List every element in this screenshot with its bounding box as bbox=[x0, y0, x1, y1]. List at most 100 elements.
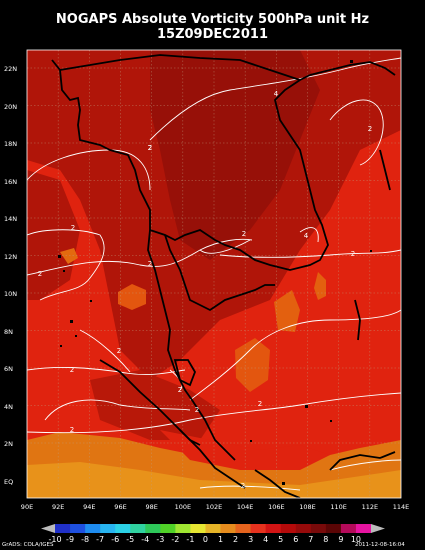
colorbar-segment bbox=[310, 524, 327, 533]
colorbar-segment bbox=[280, 524, 297, 533]
field-orange-patch bbox=[118, 284, 146, 310]
colorbar-segment bbox=[100, 524, 116, 533]
coastline bbox=[164, 234, 275, 312]
contour-label: 2 bbox=[148, 144, 152, 152]
contour-label: 2 bbox=[368, 125, 372, 133]
colorbar bbox=[41, 524, 385, 533]
contour-label: 2 bbox=[70, 366, 74, 374]
contour-label: 2 bbox=[178, 386, 182, 394]
lon-tick-label: 94E bbox=[83, 503, 96, 511]
credit-left: GrADS: COLA/IGES bbox=[2, 542, 54, 548]
coastlines bbox=[51, 54, 396, 498]
coastline bbox=[179, 429, 201, 446]
colorbar-segment bbox=[130, 524, 146, 533]
contour-line bbox=[199, 485, 301, 491]
lon-tick-label: 98E bbox=[145, 503, 158, 511]
colorbar-segment bbox=[85, 524, 101, 533]
lon-tick-label: 110E bbox=[330, 503, 347, 511]
lon-tick-label: 114E bbox=[392, 503, 410, 511]
contour-label: 4 bbox=[274, 90, 279, 98]
colorbar-tick-label: 0 bbox=[202, 535, 209, 544]
colorbar-tick-label: -9 bbox=[66, 535, 75, 544]
coastline bbox=[254, 469, 301, 498]
colorbar-tick-label: 5 bbox=[278, 535, 284, 544]
colorbar-tick-label: -10 bbox=[48, 535, 62, 544]
contour-label: 2 bbox=[195, 406, 199, 414]
colorbar-tick-label: -4 bbox=[141, 535, 150, 544]
contour-line bbox=[44, 399, 191, 421]
lat-tick-label: 20N bbox=[4, 102, 18, 111]
colorbar-segment bbox=[235, 524, 251, 533]
contour-label: 2 bbox=[70, 426, 74, 434]
contour-label: 2 bbox=[71, 224, 75, 232]
contour-line bbox=[27, 229, 105, 301]
field-orange-patch bbox=[314, 272, 326, 300]
lat-tick-label: 18N bbox=[4, 140, 18, 148]
colorbar-segment bbox=[340, 524, 357, 533]
lat-tick-label: 10N bbox=[4, 290, 18, 298]
lat-tick-label: 16N bbox=[4, 177, 18, 186]
colorbar-segment bbox=[265, 524, 282, 533]
lat-tick-label: 8N bbox=[4, 327, 13, 336]
lon-tick-label: 100E bbox=[174, 503, 192, 511]
coastline bbox=[379, 149, 391, 191]
contour-label: 2 bbox=[258, 400, 262, 408]
lat-tick-label: 14N bbox=[4, 215, 18, 223]
lon-tick-label: 106E bbox=[268, 503, 285, 511]
lat-tick-label: 2N bbox=[4, 440, 13, 448]
colorbar-segment bbox=[115, 524, 131, 533]
colorbar-segment bbox=[145, 524, 161, 533]
coastline bbox=[354, 299, 361, 341]
colorbar-tick-label: -3 bbox=[156, 535, 165, 544]
coastline bbox=[173, 359, 196, 387]
colorbar-tick-label: -2 bbox=[171, 535, 180, 544]
contour-label: 2 bbox=[148, 144, 152, 152]
colorbar-tick-label: 9 bbox=[338, 535, 344, 544]
colorbar-tick-label: -1 bbox=[186, 535, 195, 544]
plot-frame bbox=[26, 49, 402, 499]
colorbar-segment bbox=[220, 524, 236, 533]
colorbar-segment bbox=[205, 524, 221, 533]
contour-label: 2 bbox=[148, 260, 152, 268]
coastline bbox=[149, 74, 329, 271]
lon-tick-label: 90E bbox=[20, 503, 34, 511]
contour-line bbox=[27, 392, 401, 434]
lat-tick-label: 22N bbox=[4, 65, 18, 73]
field-dark-region-west bbox=[27, 170, 80, 300]
lat-tick-label: EQ bbox=[4, 477, 14, 486]
colorbar-tick-label: 7 bbox=[308, 535, 314, 544]
contour-line bbox=[329, 99, 384, 166]
colorbar-segment bbox=[160, 524, 176, 533]
colorbar-segment bbox=[325, 524, 342, 533]
lon-tick-label: 102E bbox=[205, 503, 223, 511]
lat-tick-label: 4N bbox=[4, 402, 13, 411]
colorbar-segment bbox=[55, 524, 71, 533]
contour-line bbox=[219, 249, 401, 258]
colorbar-tick-label: 3 bbox=[248, 535, 254, 544]
coastline bbox=[309, 61, 396, 76]
colorbar-segment bbox=[355, 524, 372, 533]
colorbar-tick-label: 1 bbox=[217, 535, 224, 544]
contour-line bbox=[329, 459, 401, 471]
colorbar-arrow-left bbox=[41, 524, 55, 533]
colorbar-arrow-right bbox=[371, 524, 385, 533]
colorbar-tick-label: 10 bbox=[350, 535, 362, 544]
contour-label: 2 bbox=[38, 270, 42, 278]
colorbar-tick-label: -6 bbox=[111, 535, 120, 544]
lon-tick-label: 104E bbox=[236, 503, 254, 511]
contour-label: 2 bbox=[117, 347, 121, 355]
colorbar-tick-label: 8 bbox=[323, 535, 329, 544]
lat-tick-label: 12N bbox=[4, 252, 18, 261]
colorbar-segment bbox=[295, 524, 312, 533]
lon-tick-label: 112E bbox=[361, 503, 379, 511]
colorbar-tick-label: 6 bbox=[293, 535, 299, 544]
field-orange-patch bbox=[60, 248, 78, 264]
field-darker-region bbox=[150, 50, 320, 260]
lon-tick-label: 96E bbox=[114, 503, 127, 511]
field-orange-patch bbox=[274, 290, 300, 332]
field-orange-patch bbox=[235, 338, 270, 392]
coastline bbox=[59, 54, 301, 81]
contour-label: 2 bbox=[351, 250, 355, 258]
contour-label: 4 bbox=[304, 232, 309, 240]
